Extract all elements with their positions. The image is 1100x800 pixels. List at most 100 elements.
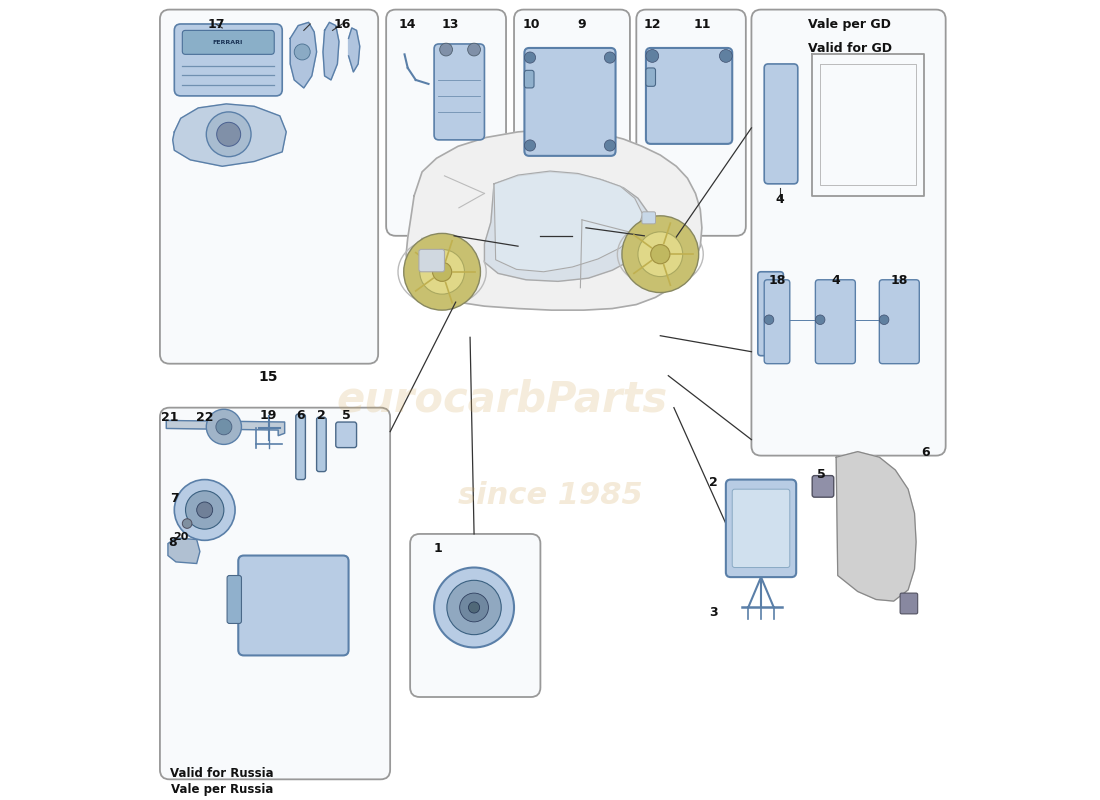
- Circle shape: [638, 232, 683, 277]
- Text: 4: 4: [776, 194, 784, 206]
- Circle shape: [460, 593, 488, 622]
- Text: 7: 7: [169, 491, 178, 505]
- Text: 3: 3: [710, 606, 718, 619]
- Circle shape: [432, 262, 452, 282]
- Circle shape: [186, 490, 224, 529]
- Polygon shape: [168, 538, 200, 563]
- Circle shape: [216, 419, 232, 435]
- FancyBboxPatch shape: [646, 68, 656, 86]
- FancyBboxPatch shape: [764, 280, 790, 364]
- Text: 14: 14: [399, 18, 417, 30]
- FancyBboxPatch shape: [239, 555, 349, 655]
- Text: 19: 19: [260, 410, 277, 422]
- FancyBboxPatch shape: [419, 250, 444, 272]
- Circle shape: [183, 518, 191, 528]
- Circle shape: [174, 479, 235, 540]
- FancyBboxPatch shape: [646, 48, 733, 144]
- Circle shape: [469, 602, 480, 613]
- Text: 21: 21: [161, 411, 178, 424]
- FancyBboxPatch shape: [900, 593, 917, 614]
- FancyBboxPatch shape: [174, 24, 283, 96]
- Circle shape: [764, 315, 773, 325]
- Polygon shape: [836, 452, 916, 601]
- FancyBboxPatch shape: [160, 408, 390, 779]
- Circle shape: [621, 216, 698, 293]
- Polygon shape: [166, 421, 285, 436]
- FancyBboxPatch shape: [227, 575, 242, 623]
- Text: FERRARI: FERRARI: [212, 40, 243, 45]
- Polygon shape: [494, 171, 642, 272]
- Text: 17: 17: [207, 18, 224, 30]
- FancyBboxPatch shape: [726, 479, 796, 577]
- Circle shape: [197, 502, 212, 518]
- Circle shape: [217, 122, 241, 146]
- FancyBboxPatch shape: [879, 280, 920, 364]
- Text: 20: 20: [173, 531, 188, 542]
- Text: 2: 2: [710, 475, 718, 489]
- Text: 16: 16: [333, 18, 351, 30]
- Circle shape: [207, 112, 251, 157]
- FancyBboxPatch shape: [525, 48, 616, 156]
- Text: 6: 6: [922, 446, 931, 459]
- Circle shape: [468, 43, 481, 56]
- Circle shape: [604, 140, 616, 151]
- Text: 5: 5: [342, 410, 351, 422]
- Text: 18: 18: [768, 274, 785, 287]
- Text: 12: 12: [644, 18, 661, 30]
- FancyBboxPatch shape: [514, 10, 630, 236]
- Text: Vale per Russia: Vale per Russia: [172, 783, 274, 796]
- Text: 22: 22: [196, 411, 213, 424]
- Circle shape: [651, 245, 670, 264]
- FancyBboxPatch shape: [812, 475, 834, 497]
- Polygon shape: [406, 130, 702, 310]
- Circle shape: [440, 43, 452, 56]
- Text: 4: 4: [830, 274, 839, 287]
- Circle shape: [525, 52, 536, 63]
- Circle shape: [207, 410, 242, 445]
- Text: 5: 5: [817, 468, 826, 481]
- FancyBboxPatch shape: [764, 64, 798, 184]
- FancyBboxPatch shape: [525, 70, 533, 88]
- FancyBboxPatch shape: [751, 10, 946, 456]
- Polygon shape: [173, 104, 286, 166]
- Circle shape: [404, 234, 481, 310]
- FancyBboxPatch shape: [296, 414, 306, 479]
- Polygon shape: [484, 172, 652, 282]
- Text: since 1985: since 1985: [458, 481, 642, 510]
- FancyBboxPatch shape: [636, 10, 746, 236]
- Text: 15: 15: [258, 370, 278, 384]
- Circle shape: [434, 567, 514, 647]
- FancyBboxPatch shape: [317, 418, 327, 471]
- FancyBboxPatch shape: [642, 212, 656, 224]
- FancyBboxPatch shape: [758, 272, 783, 356]
- FancyBboxPatch shape: [410, 534, 540, 697]
- Text: eurocarbParts: eurocarbParts: [337, 378, 668, 421]
- Text: 10: 10: [522, 18, 540, 30]
- FancyBboxPatch shape: [815, 280, 856, 364]
- Circle shape: [815, 315, 825, 325]
- Text: 1: 1: [433, 542, 442, 555]
- Circle shape: [420, 250, 464, 294]
- Text: 6: 6: [296, 410, 305, 422]
- Text: Valid for GD: Valid for GD: [807, 42, 892, 54]
- Circle shape: [604, 52, 616, 63]
- Text: Valid for Russia: Valid for Russia: [170, 767, 274, 780]
- FancyBboxPatch shape: [434, 44, 484, 140]
- FancyBboxPatch shape: [160, 10, 378, 364]
- FancyBboxPatch shape: [733, 489, 790, 567]
- FancyBboxPatch shape: [386, 10, 506, 236]
- Text: 9: 9: [578, 18, 586, 30]
- FancyBboxPatch shape: [183, 30, 274, 54]
- Circle shape: [646, 50, 659, 62]
- Text: 11: 11: [693, 18, 711, 30]
- Text: 8: 8: [168, 535, 177, 549]
- Text: 18: 18: [891, 274, 908, 287]
- Polygon shape: [290, 22, 317, 88]
- Text: Vale per GD: Vale per GD: [808, 18, 891, 30]
- Circle shape: [879, 315, 889, 325]
- Circle shape: [447, 580, 502, 634]
- Text: 2: 2: [317, 410, 326, 422]
- FancyBboxPatch shape: [336, 422, 356, 448]
- Circle shape: [719, 50, 733, 62]
- Circle shape: [294, 44, 310, 60]
